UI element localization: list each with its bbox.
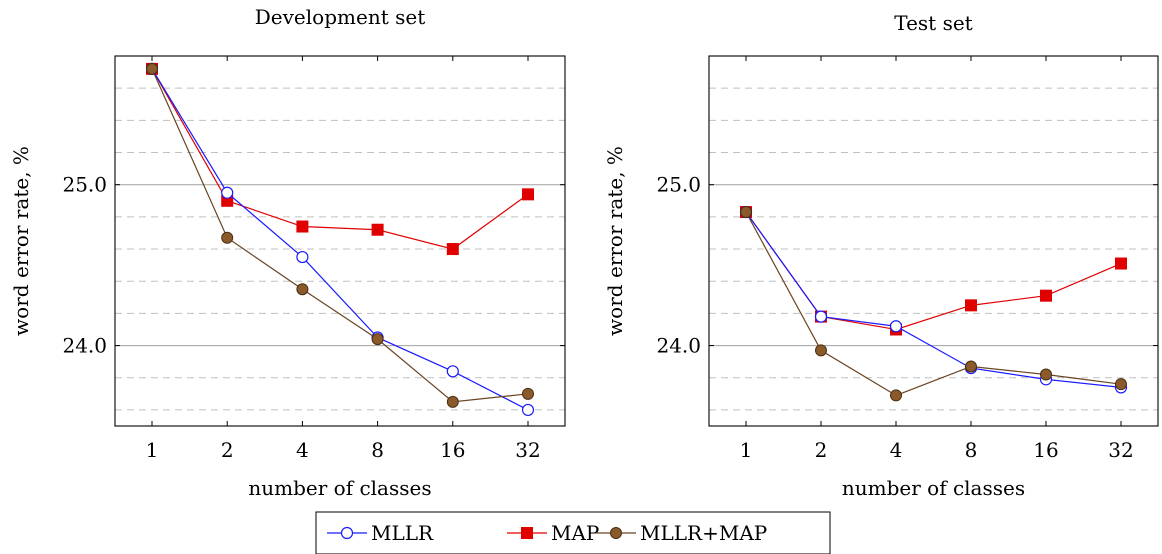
legend-label: MAP (551, 521, 599, 545)
x-axis-label: number of classes (842, 476, 1025, 500)
series-line (745, 211, 1122, 331)
series-map (146, 62, 534, 256)
data-point (521, 403, 535, 417)
y-tick-label: 24.0 (656, 334, 701, 358)
x-tick-label: 1 (146, 438, 159, 462)
legend-entry: MAP (507, 521, 599, 545)
series-mllr-plus-map (740, 206, 1127, 402)
legend-entry: MLLR+MAP (596, 521, 767, 545)
test-set-panel: 24.0 25.0 1 2 4 8 16 32 Test set number of classe… (603, 11, 1159, 500)
x-tick-label: 4 (296, 438, 309, 462)
legend-label: MLLR+MAP (640, 521, 767, 545)
series-mllr (739, 205, 1128, 394)
data-point (1115, 257, 1127, 270)
y-axis-label: word error rate, % (603, 146, 627, 336)
legend-marker (340, 526, 354, 540)
legend-marker (521, 527, 533, 539)
data-point (446, 243, 459, 256)
y-tick-label: 25.0 (62, 173, 107, 197)
series-line (151, 68, 529, 250)
series-line (151, 68, 529, 403)
legend-box (315, 511, 831, 554)
data-point (1040, 368, 1052, 381)
legend-label: MLLR (371, 521, 434, 545)
data-point (296, 250, 309, 264)
series-line (745, 211, 1122, 388)
data-point (890, 389, 902, 402)
y-axis-label: word error rate, % (9, 146, 33, 336)
chart-title: Development set (255, 5, 425, 29)
legend-entry: MLLR (327, 521, 434, 545)
x-tick-label: 1 (740, 438, 753, 462)
x-tick-label: 32 (1108, 438, 1133, 462)
data-point (296, 283, 309, 296)
data-point (522, 188, 534, 201)
data-point (146, 62, 158, 75)
data-point (814, 310, 828, 323)
y-tick-label: 24.0 (62, 334, 107, 358)
development-set-panel: 24.0 25.0 1 2 4 8 16 32 Development set number of… (9, 5, 566, 500)
x-tick-label: 4 (890, 438, 903, 462)
x-tick-label: 2 (221, 438, 234, 462)
data-point (1115, 378, 1127, 391)
plot-frame (114, 55, 566, 427)
data-point (371, 333, 384, 346)
chart-title: Test set (894, 11, 972, 35)
data-point (221, 186, 234, 199)
data-point (446, 365, 459, 378)
series-mllr (145, 62, 535, 417)
legend: MLLR MAP MLLR+MAP (315, 511, 831, 554)
x-axis-label: number of classes (248, 476, 431, 500)
series-line (745, 211, 1122, 397)
data-point (446, 395, 459, 408)
x-tick-label: 16 (440, 438, 465, 462)
data-point (1040, 289, 1052, 302)
data-point (889, 320, 903, 333)
plot-frame (708, 55, 1159, 427)
data-point (965, 360, 977, 373)
data-point (371, 223, 384, 236)
data-point (522, 387, 534, 400)
data-point (965, 299, 977, 312)
series-line (151, 68, 529, 411)
data-point (221, 231, 234, 244)
series-map (740, 206, 1127, 336)
x-tick-label: 2 (815, 438, 828, 462)
y-tick-label: 25.0 (656, 173, 701, 197)
x-tick-label: 8 (965, 438, 978, 462)
data-point (815, 344, 827, 357)
x-tick-label: 8 (371, 438, 384, 462)
legend-marker (610, 527, 622, 539)
data-point (296, 220, 309, 233)
data-point (740, 206, 752, 219)
series-mllr-plus-map (146, 62, 534, 408)
x-tick-label: 16 (1033, 438, 1058, 462)
x-tick-label: 32 (515, 438, 540, 462)
